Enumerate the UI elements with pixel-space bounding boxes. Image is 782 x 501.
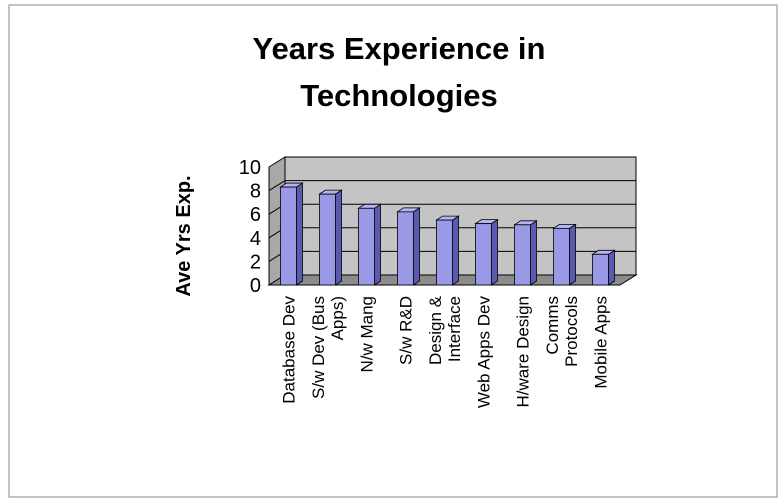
bar <box>319 193 336 286</box>
x-category-label: Database Dev <box>280 296 299 404</box>
x-category-label: Design & <box>426 295 445 365</box>
y-tick-label: 4 <box>250 228 261 250</box>
bar-side <box>608 249 615 286</box>
chart-border <box>8 4 778 498</box>
y-tick-label: 10 <box>239 157 261 179</box>
bar-side <box>569 223 576 286</box>
x-category-label: Mobile Apps <box>592 296 611 389</box>
bar <box>280 186 297 286</box>
bar-side <box>335 189 342 286</box>
x-category-label: N/w Mang <box>358 296 377 373</box>
bar-side <box>413 207 420 286</box>
bar-side <box>452 215 459 286</box>
x-category-label: Comms <box>543 296 562 355</box>
x-category-label: S/w Dev (Bus <box>309 296 328 399</box>
y-tick-label: 2 <box>250 251 261 273</box>
bar <box>397 211 414 286</box>
y-tick-label: 6 <box>250 204 261 226</box>
bar <box>436 219 453 286</box>
y-tick-label: 8 <box>250 181 261 203</box>
chart-title-line-1: Years Experience in <box>253 31 546 66</box>
bar-side <box>374 203 381 286</box>
x-category-label: Web Apps Dev <box>475 296 494 409</box>
y-axis-label: Ave Yrs Exp. <box>173 175 195 296</box>
y-tick-label: 0 <box>250 275 261 297</box>
x-category-label: Protocols <box>562 296 581 367</box>
x-category-label: Interface <box>445 296 464 362</box>
x-category-label: H/ware Design <box>514 296 533 408</box>
bar-side <box>296 182 303 286</box>
bar-side <box>530 220 537 286</box>
bar <box>514 224 531 286</box>
x-category-label: S/w R&D <box>397 296 416 365</box>
chart-title-line-2: Technologies <box>300 78 498 113</box>
bar-side <box>491 218 498 286</box>
bar <box>475 223 492 286</box>
bar <box>592 253 609 286</box>
bar <box>553 227 570 286</box>
gridline <box>268 180 636 192</box>
x-category-label: Apps) <box>328 296 347 340</box>
bar <box>358 207 375 286</box>
